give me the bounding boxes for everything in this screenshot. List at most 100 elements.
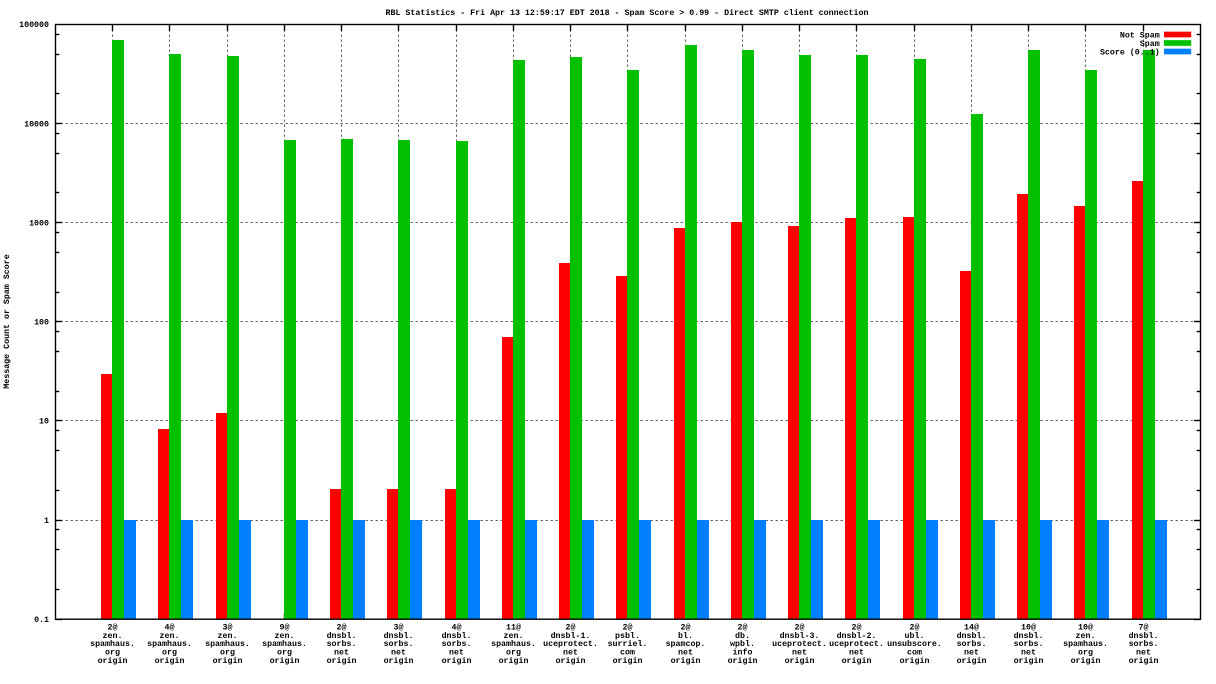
svg-text:10@: 10@ <box>1078 622 1093 632</box>
svg-text:net: net <box>334 649 349 658</box>
svg-text:4@: 4@ <box>452 622 462 632</box>
svg-text:dnsbl.: dnsbl. <box>1014 631 1044 641</box>
svg-text:spamcop.: spamcop. <box>666 640 706 649</box>
svg-text:origin: origin <box>1129 656 1159 666</box>
svg-text:2@: 2@ <box>337 622 347 632</box>
svg-text:spamhaus.: spamhaus. <box>262 639 307 649</box>
svg-text:psbl.: psbl. <box>615 631 640 641</box>
svg-text:org: org <box>506 649 521 658</box>
svg-text:spamhaus.: spamhaus. <box>90 639 135 649</box>
svg-text:zen.: zen. <box>504 632 524 641</box>
svg-text:origin: origin <box>556 656 586 666</box>
svg-text:3@: 3@ <box>223 622 233 632</box>
svg-text:dnsbl.: dnsbl. <box>327 631 357 641</box>
svg-text:net: net <box>1021 649 1036 658</box>
svg-text:spamhaus.: spamhaus. <box>491 639 536 649</box>
svg-text:100: 100 <box>34 319 49 328</box>
svg-text:origin: origin <box>1071 656 1101 666</box>
svg-text:ubl.: ubl. <box>905 631 925 641</box>
svg-text:dnsbl.: dnsbl. <box>384 631 414 641</box>
svg-text:2@: 2@ <box>852 622 862 632</box>
svg-text:7@: 7@ <box>1139 622 1149 632</box>
svg-text:1: 1 <box>44 517 49 526</box>
svg-text:4@: 4@ <box>165 622 175 632</box>
svg-text:10000: 10000 <box>24 120 49 129</box>
svg-text:sorbs.: sorbs. <box>1129 639 1159 649</box>
svg-text:2@: 2@ <box>910 622 920 632</box>
svg-text:org: org <box>105 649 120 658</box>
svg-text:Score (0..1): Score (0..1) <box>1100 47 1160 57</box>
svg-text:surriel.: surriel. <box>608 639 648 649</box>
svg-text:2@: 2@ <box>738 622 748 632</box>
svg-text:origin: origin <box>785 656 815 666</box>
svg-text:bl.: bl. <box>678 631 693 641</box>
svg-text:origin: origin <box>442 656 472 666</box>
svg-text:origin: origin <box>327 656 357 666</box>
svg-text:org: org <box>277 649 292 658</box>
svg-text:dnsbl.: dnsbl. <box>1129 631 1159 641</box>
svg-text:sorbs.: sorbs. <box>327 639 357 649</box>
svg-text:zen.: zen. <box>218 632 238 641</box>
svg-text:uceprotect.: uceprotect. <box>829 640 884 649</box>
svg-text:origin: origin <box>671 656 701 666</box>
svg-text:Message Count or Spam Score: Message Count or Spam Score <box>3 254 12 388</box>
svg-text:origin: origin <box>957 656 987 666</box>
svg-text:origin: origin <box>98 656 128 666</box>
svg-text:2@: 2@ <box>681 622 691 632</box>
svg-text:dnsbl.: dnsbl. <box>442 631 472 641</box>
svg-text:14@: 14@ <box>964 622 979 632</box>
svg-text:com: com <box>907 649 922 658</box>
svg-text:origin: origin <box>155 656 185 666</box>
svg-text:sorbs.: sorbs. <box>957 639 987 649</box>
svg-text:org: org <box>220 649 235 658</box>
svg-text:origin: origin <box>900 656 930 666</box>
svg-text:sorbs.: sorbs. <box>384 639 414 649</box>
svg-text:uceprotect.: uceprotect. <box>543 640 598 649</box>
svg-text:spamhaus.: spamhaus. <box>1063 639 1108 649</box>
svg-text:origin: origin <box>728 656 758 666</box>
svg-text:9@: 9@ <box>280 622 290 632</box>
svg-text:origin: origin <box>842 656 872 666</box>
svg-text:origin: origin <box>499 656 529 666</box>
svg-text:net: net <box>449 649 464 658</box>
svg-text:100000: 100000 <box>19 21 49 30</box>
svg-text:11@: 11@ <box>506 622 521 632</box>
svg-text:2@: 2@ <box>623 622 633 632</box>
svg-text:spamhaus.: spamhaus. <box>147 639 192 649</box>
svg-text:uceprotect.: uceprotect. <box>772 640 827 649</box>
svg-text:zen.: zen. <box>103 632 123 641</box>
svg-text:origin: origin <box>213 656 243 666</box>
svg-text:com: com <box>620 649 635 658</box>
svg-text:zen.: zen. <box>1076 632 1096 641</box>
svg-text:10@: 10@ <box>1021 622 1036 632</box>
svg-text:wpbl.: wpbl. <box>730 639 755 649</box>
svg-text:dnsbl-3.: dnsbl-3. <box>780 631 820 641</box>
svg-text:origin: origin <box>613 656 643 666</box>
svg-text:10: 10 <box>39 418 49 427</box>
svg-text:1000: 1000 <box>29 219 49 228</box>
svg-text:net: net <box>792 649 807 658</box>
svg-text:net: net <box>678 649 693 658</box>
svg-text:Spam: Spam <box>1140 40 1160 49</box>
svg-text:origin: origin <box>270 656 300 666</box>
svg-text:zen.: zen. <box>275 632 295 641</box>
svg-text:net: net <box>391 649 406 658</box>
svg-text:sorbs.: sorbs. <box>1014 639 1044 649</box>
svg-text:0.1: 0.1 <box>34 616 49 625</box>
svg-text:spamhaus.: spamhaus. <box>205 639 250 649</box>
svg-text:dnsbl-2.: dnsbl-2. <box>837 631 877 641</box>
svg-text:net: net <box>964 649 979 658</box>
svg-text:2@: 2@ <box>566 622 576 632</box>
svg-text:2@: 2@ <box>108 622 118 632</box>
svg-text:org: org <box>1078 649 1093 658</box>
svg-text:Not Spam: Not Spam <box>1120 31 1160 40</box>
svg-text:dnsbl.: dnsbl. <box>957 631 987 641</box>
svg-text:dnsbl-1.: dnsbl-1. <box>551 631 591 641</box>
svg-text:net: net <box>849 649 864 658</box>
svg-text:3@: 3@ <box>394 622 404 632</box>
svg-text:db.: db. <box>735 631 750 641</box>
svg-text:2@: 2@ <box>795 622 805 632</box>
svg-text:RBL Statistics - Fri Apr 13 12: RBL Statistics - Fri Apr 13 12:59:17 EDT… <box>386 8 869 18</box>
svg-text:origin: origin <box>384 656 414 666</box>
svg-text:origin: origin <box>1014 656 1044 666</box>
